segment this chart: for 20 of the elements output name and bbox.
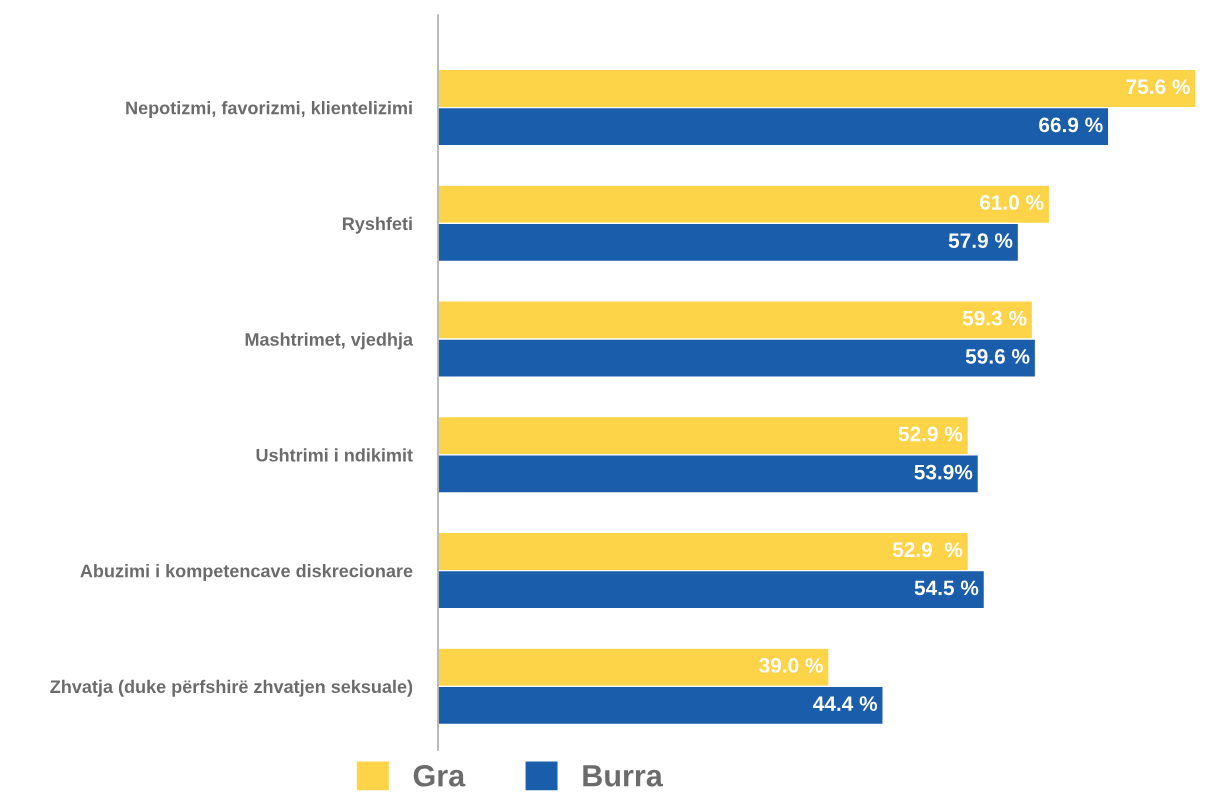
data-label: 44.4 %: [813, 696, 878, 711]
data-label: 66.9 %: [1039, 117, 1103, 133]
y-tick-label: Zhvatja (duke përfshirë zhvatjen seksuale): [50, 679, 413, 697]
data-label: 59.3 %: [962, 310, 1027, 326]
legend-label: Gra: [413, 764, 466, 787]
data-label: 54.5 %: [914, 580, 979, 596]
data-label: 52.9 %: [892, 542, 963, 558]
data-label: 75.6 %: [1126, 79, 1190, 95]
y-tick-label: Ryshfeti: [342, 216, 412, 234]
y-tick-label: Mashtrimet, vjedhja: [245, 332, 414, 350]
y-tick-label: Ushtrimi i ndikimit: [256, 448, 413, 462]
data-label: 59.6 %: [965, 349, 1030, 364]
data-label: 61.0 %: [979, 195, 1044, 210]
data-label: 57.9 %: [948, 233, 1013, 249]
legend-label: Burra: [583, 765, 663, 787]
data-label: 52.9 %: [898, 426, 963, 442]
data-label: 39.0 %: [759, 658, 823, 673]
data-label: 53.9%: [914, 464, 973, 480]
y-tick-label: Abuzimi i kompetencave diskrecionare: [80, 564, 413, 581]
y-tick-label: Nepotizmi, favorizmi, klientelizimi: [126, 101, 412, 118]
